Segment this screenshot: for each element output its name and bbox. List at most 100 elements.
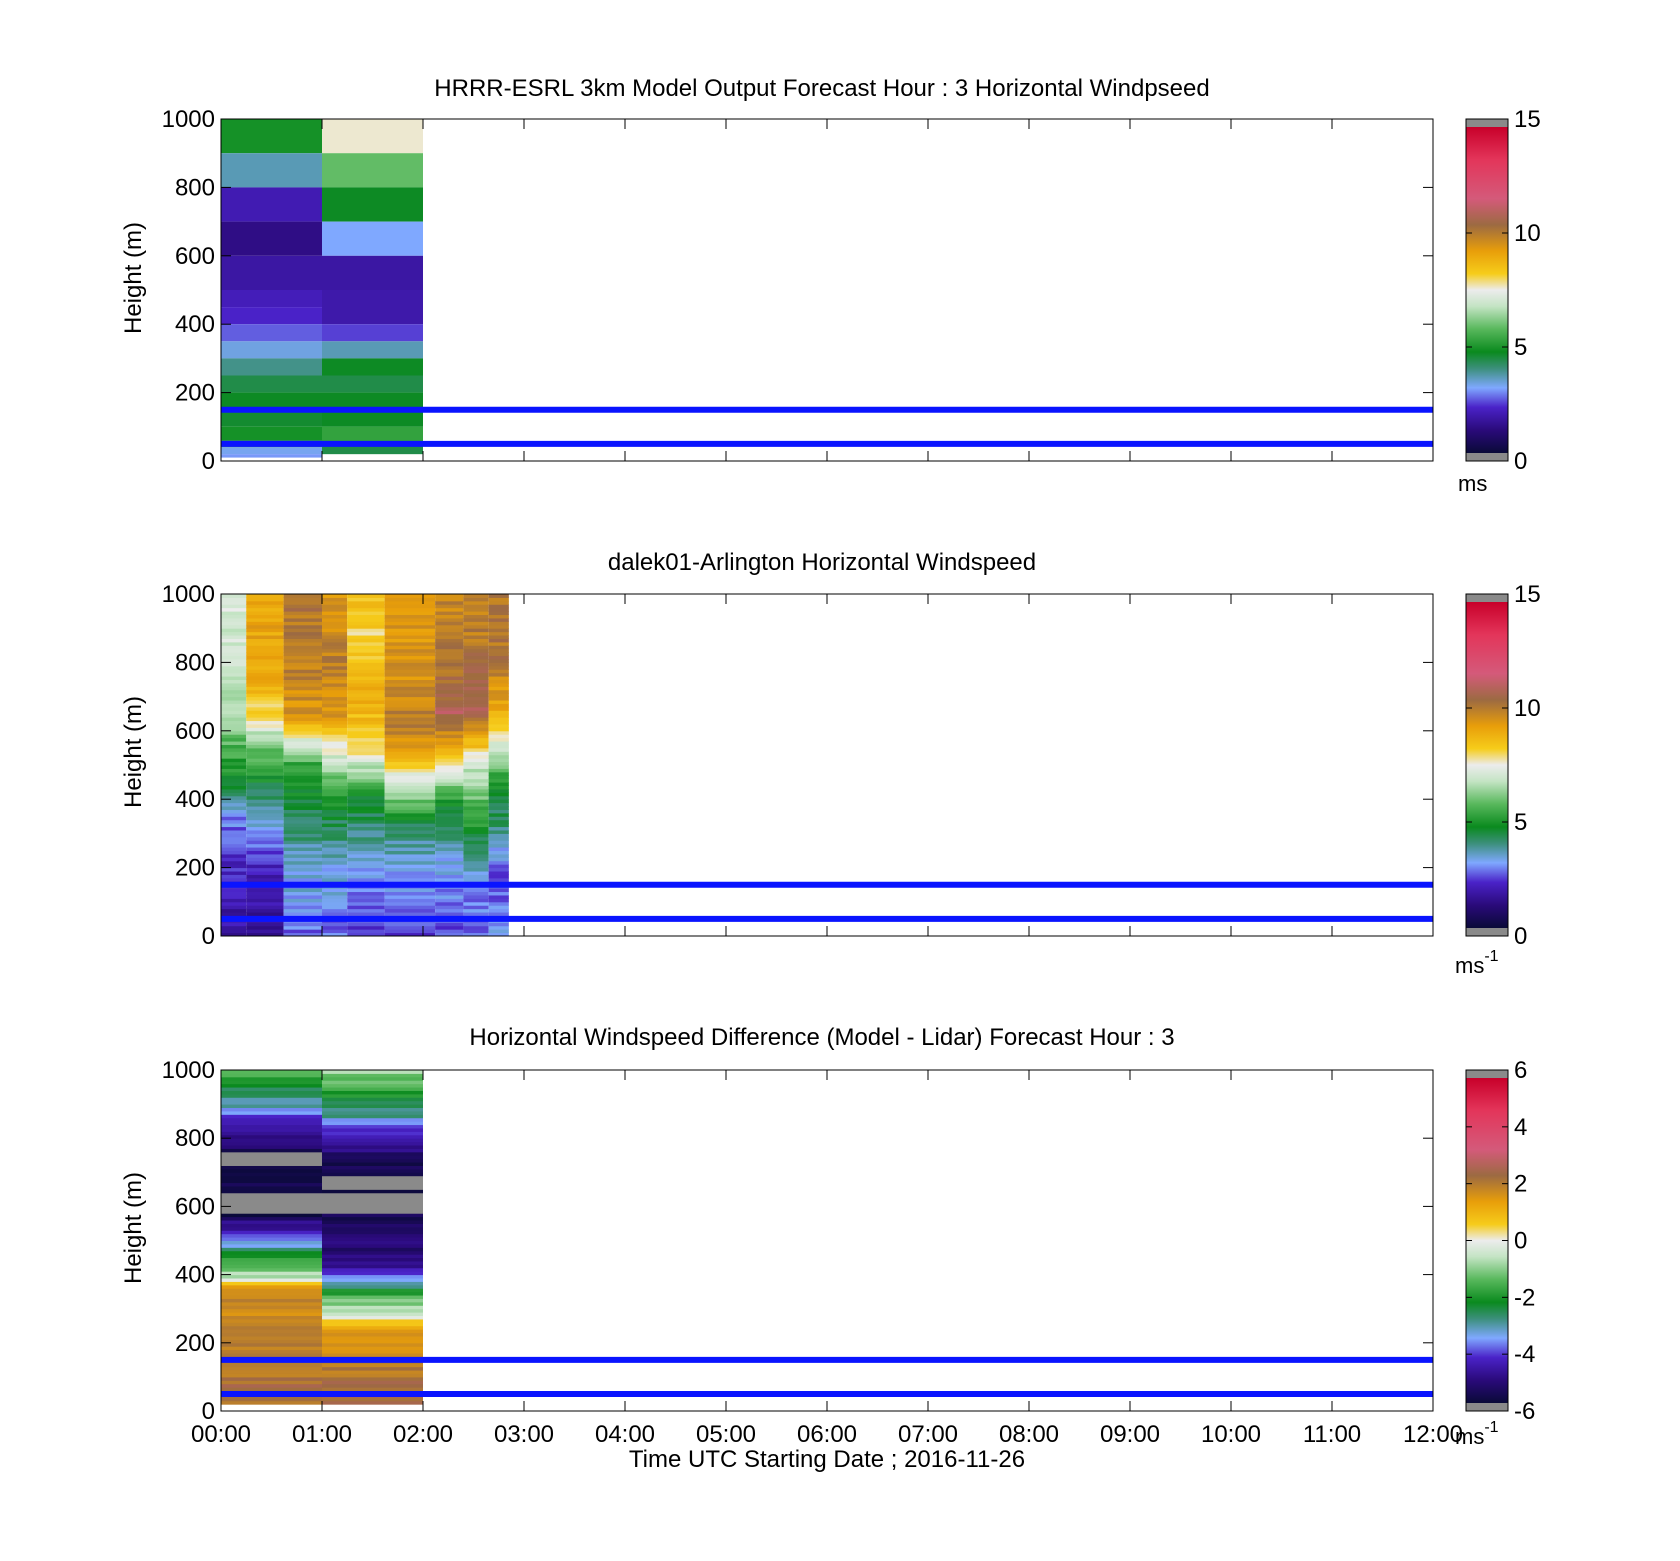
heatmap-cell xyxy=(463,686,489,691)
heatmap-cell xyxy=(221,1271,322,1276)
heatmap-cell xyxy=(322,1230,423,1235)
heatmap-cell xyxy=(322,734,348,739)
heatmap-cell xyxy=(347,922,385,927)
heatmap-cell xyxy=(246,679,284,684)
heatmap-cell xyxy=(463,877,489,882)
heatmap-cell xyxy=(488,761,509,766)
heatmap-cell xyxy=(283,734,322,739)
heatmap-cell xyxy=(435,853,464,858)
heatmap-cell xyxy=(435,816,464,821)
heatmap-cell xyxy=(435,874,464,879)
heatmap-cell xyxy=(322,641,348,646)
heatmap-cell xyxy=(322,771,348,776)
heatmap-cell xyxy=(347,747,385,752)
heatmap-cell xyxy=(322,891,348,896)
heatmap-cell xyxy=(347,792,385,797)
heatmap-cell xyxy=(283,843,322,848)
heatmap-cell xyxy=(246,689,284,694)
heatmap-cell xyxy=(322,1110,423,1115)
heatmap-cell xyxy=(221,611,247,616)
heatmap-cell xyxy=(384,652,436,657)
heatmap-cell xyxy=(221,1073,322,1078)
heatmap-cell xyxy=(283,669,322,674)
heatmap-cell xyxy=(435,635,464,639)
x-tick-label: 08:00 xyxy=(999,1421,1059,1448)
heatmap-cell xyxy=(384,864,436,869)
heatmap-cell xyxy=(322,908,348,913)
heatmap-cell xyxy=(435,614,464,619)
heatmap-cell xyxy=(221,1223,322,1228)
heatmap-cell xyxy=(463,775,489,780)
heatmap-cell xyxy=(283,765,322,769)
heatmap-cell xyxy=(322,672,348,677)
heatmap-cell xyxy=(322,1383,423,1388)
heatmap-cell xyxy=(322,744,348,749)
heatmap-cell xyxy=(347,617,385,622)
heatmap-cell xyxy=(283,597,322,602)
heatmap-cell xyxy=(463,826,489,831)
heatmap-cell xyxy=(283,607,322,612)
heatmap-cell xyxy=(384,744,436,749)
heatmap-cell xyxy=(322,1107,423,1112)
heatmap-cell xyxy=(463,727,489,732)
heatmap-cell xyxy=(221,754,247,759)
heatmap-cell xyxy=(283,922,322,927)
heatmap-cell xyxy=(221,669,247,674)
heatmap-cell xyxy=(221,1349,322,1354)
heatmap-cell xyxy=(221,1141,322,1146)
heatmap-cell xyxy=(322,693,348,698)
heatmap-cell xyxy=(488,631,509,636)
heatmap-cell xyxy=(283,788,322,793)
heatmap-cell xyxy=(384,768,436,773)
heatmap-cell xyxy=(435,682,464,687)
heatmap-cell xyxy=(246,703,284,708)
heatmap-cell xyxy=(488,734,509,739)
heatmap-cell xyxy=(283,594,322,598)
heatmap-cell xyxy=(221,454,322,458)
heatmap-cell xyxy=(322,1278,423,1282)
heatmap-cell xyxy=(246,607,284,612)
heatmap-cell xyxy=(322,1206,423,1211)
heatmap-cell xyxy=(246,922,284,927)
heatmap-cell xyxy=(347,833,385,838)
heatmap-cell xyxy=(347,641,385,646)
heatmap-cell xyxy=(221,1346,322,1351)
heatmap-cell xyxy=(221,409,322,427)
heatmap-cell xyxy=(488,908,509,913)
heatmap-cell xyxy=(463,901,489,906)
heatmap-cell xyxy=(322,1093,423,1098)
heatmap-cell xyxy=(322,1168,423,1173)
heatmap-cell xyxy=(322,1104,423,1109)
heatmap-cell xyxy=(384,812,436,817)
heatmap-cell xyxy=(246,628,284,633)
heatmap-cell xyxy=(322,1100,423,1105)
heatmap-cell xyxy=(221,864,247,869)
heatmap-cell xyxy=(347,788,385,793)
heatmap-cell xyxy=(322,840,348,845)
heatmap-cell xyxy=(463,744,489,749)
heatmap-cell xyxy=(221,1315,322,1320)
heatmap-cell xyxy=(322,1182,423,1187)
heatmap-cell xyxy=(435,806,464,810)
heatmap-cell xyxy=(435,857,464,862)
heatmap-cell xyxy=(435,631,464,636)
heatmap-cell xyxy=(246,795,284,800)
heatmap-cell xyxy=(322,703,348,708)
heatmap-cell xyxy=(384,922,436,927)
heatmap-cell xyxy=(435,894,464,899)
colorbar-under-cap xyxy=(1466,928,1508,936)
heatmap-cell xyxy=(322,720,348,725)
heatmap-cell xyxy=(221,324,322,342)
heatmap-cell xyxy=(221,802,247,807)
heatmap-cell xyxy=(246,799,284,804)
lidar-panel-title: dalek01-Arlington Horizontal Windspeed xyxy=(608,549,1036,576)
heatmap-cell xyxy=(221,1124,322,1129)
heatmap-cell xyxy=(283,706,322,711)
heatmap-cell xyxy=(322,778,348,783)
difference-unit-sup: -1 xyxy=(1484,1419,1498,1436)
heatmap-cell xyxy=(463,809,489,814)
heatmap-cell xyxy=(221,1097,322,1102)
heatmap-cell xyxy=(463,730,489,735)
heatmap-cell xyxy=(347,877,385,882)
heatmap-cell xyxy=(283,696,322,701)
